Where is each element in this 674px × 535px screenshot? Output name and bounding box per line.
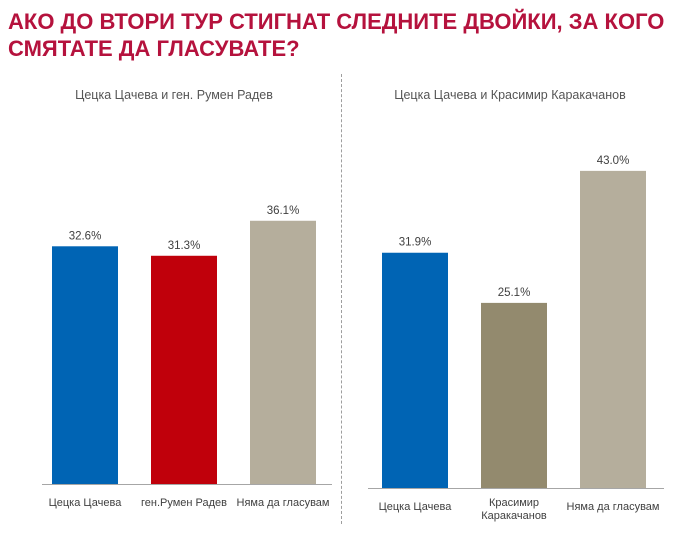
bar-1 (52, 246, 118, 484)
panel-divider (341, 74, 342, 524)
chart-subtitle: Цецка Цачева и Красимир Каракачанов (394, 88, 626, 102)
bar-2 (151, 255, 217, 484)
bar-value-label: 25.1% (498, 287, 531, 299)
bar-value-label: 31.9% (399, 237, 432, 249)
bar-value-label: 32.6% (69, 230, 102, 242)
bar-value-label: 31.3% (168, 240, 201, 252)
bar-chart-cacheva-karakachanov: 31.9% Цецка Цачева 25.1% Красимир Каракачано… (368, 155, 664, 522)
category-tick-label: Цецка Цачева (49, 497, 123, 509)
bar-2 (481, 302, 547, 488)
bar-1 (382, 252, 448, 488)
category-tick-label: Няма да гласувам (567, 501, 660, 513)
bar-3 (580, 170, 646, 488)
category-tick-label: Цецка Цачева (379, 501, 453, 513)
bar-value-label: 36.1% (267, 205, 300, 217)
chart-subtitle: Цецка Цачева и ген. Румен Радев (75, 88, 273, 102)
bar-3 (250, 220, 316, 485)
bar-chart-cacheva-radev: 32.6% Цецка Цачева 31.3% ген.Румен Радев 36.… (42, 205, 332, 509)
chart-headline: АКО ДО ВТОРИ ТУР СТИГНАТ СЛЕДНИТЕ ДВОЙКИ… (8, 9, 665, 61)
category-tick-label: Красимир Каракачанов (481, 497, 547, 522)
category-tick-label: ген.Румен Радев (141, 497, 227, 509)
chart-panel-cacheva-radev: Цецка Цачева и ген. Румен Радев 32.6% Цец… (14, 74, 334, 524)
category-tick-label: Няма да гласувам (237, 497, 330, 509)
bar-value-label: 43.0% (597, 155, 630, 167)
chart-panel-cacheva-karakachanov: Цецка Цачева и Красимир Каракачанов 31.9… (346, 74, 674, 524)
